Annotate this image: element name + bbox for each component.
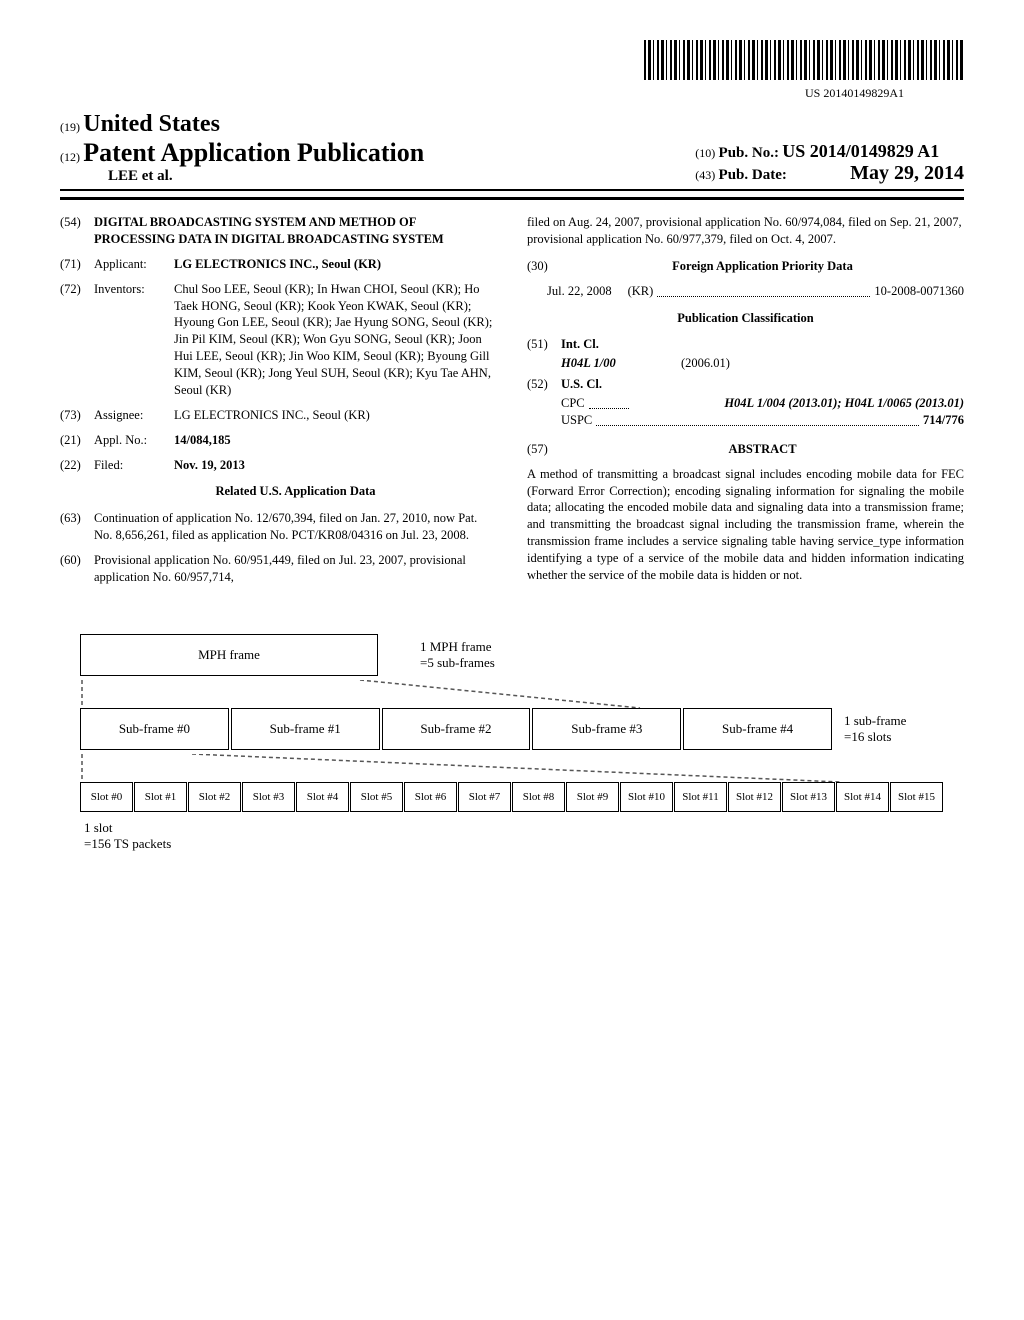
uspc-label: USPC <box>561 412 592 429</box>
foreign-priority-title: Foreign Application Priority Data <box>561 258 964 275</box>
invention-title: DIGITAL BROADCASTING SYSTEM AND METHOD O… <box>94 214 497 248</box>
header: (19) United States (12) Patent Applicati… <box>60 111 964 191</box>
inid-51: (51) <box>527 336 561 353</box>
slot-box: Slot #14 <box>836 782 889 812</box>
left-column: (54) DIGITAL BROADCASTING SYSTEM AND MET… <box>60 214 497 594</box>
assignee-value: LG ELECTRONICS INC., Seoul (KR) <box>174 407 497 424</box>
inid-22: (22) <box>60 457 94 474</box>
author-line: LEE et al. <box>108 168 424 185</box>
connector-lines <box>80 680 944 708</box>
slot-box: Slot #8 <box>512 782 565 812</box>
figure: MPH frame 1 MPH frame =5 sub-frames Sub-… <box>60 634 964 852</box>
filed-value: Nov. 19, 2013 <box>174 457 497 474</box>
inid-21: (21) <box>60 432 94 449</box>
intcl-year: (2006.01) <box>681 355 730 372</box>
applno-label: Appl. No.: <box>94 432 174 449</box>
subframe-box: Sub-frame #0 <box>80 708 229 750</box>
foreign-date: Jul. 22, 2008 <box>547 283 612 300</box>
slot-box: Slot #0 <box>80 782 133 812</box>
inid-43: (43) <box>695 168 715 182</box>
slot-row: Slot #0Slot #1Slot #2Slot #3Slot #4Slot … <box>80 782 944 812</box>
cpc-value: H04L 1/004 (2013.01); H04L 1/0065 (2013.… <box>724 396 964 410</box>
provisional-text: Provisional application No. 60/951,449, … <box>94 552 497 586</box>
subframe-note: 1 sub-frame =16 slots <box>844 713 944 745</box>
slot-box: Slot #15 <box>890 782 943 812</box>
inid-73: (73) <box>60 407 94 424</box>
intcl-code: H04L 1/00 <box>561 356 616 370</box>
mph-frame-note: 1 MPH frame =5 sub-frames <box>420 639 520 671</box>
slot-box: Slot #13 <box>782 782 835 812</box>
subframe-box: Sub-frame #2 <box>382 708 531 750</box>
uspc-value: 714/776 <box>923 413 964 427</box>
cpc-label: CPC <box>561 395 585 412</box>
inid-19: (19) <box>60 120 80 134</box>
abstract-text: A method of transmitting a broadcast sig… <box>527 466 964 584</box>
country: United States <box>83 111 220 137</box>
slot-box: Slot #7 <box>458 782 511 812</box>
continuation-right: filed on Aug. 24, 2007, provisional appl… <box>527 214 964 248</box>
dotted-leader <box>589 408 629 409</box>
slot-box: Slot #2 <box>188 782 241 812</box>
inventors-value: Chul Soo LEE, Seoul (KR); In Hwan CHOI, … <box>174 281 497 399</box>
applno-value: 14/084,185 <box>174 432 497 449</box>
pub-no-label: Pub. No.: <box>719 145 779 161</box>
pub-date: May 29, 2014 <box>850 162 964 184</box>
subframe-box: Sub-frame #3 <box>532 708 681 750</box>
continuation-text: Continuation of application No. 12/670,3… <box>94 510 497 544</box>
right-column: filed on Aug. 24, 2007, provisional appl… <box>527 214 964 594</box>
connector-lines-2 <box>80 754 944 782</box>
inid-72: (72) <box>60 281 94 399</box>
inventors-label: Inventors: <box>94 281 174 399</box>
slot-box: Slot #3 <box>242 782 295 812</box>
divider <box>60 197 964 200</box>
inid-30: (30) <box>527 258 561 275</box>
pub-classification-title: Publication Classification <box>527 310 964 327</box>
foreign-country: (KR) <box>628 283 654 300</box>
related-data-title: Related U.S. Application Data <box>94 483 497 500</box>
inid-71: (71) <box>60 256 94 273</box>
abstract-label: ABSTRACT <box>561 441 964 458</box>
inid-63: (63) <box>60 510 94 544</box>
mph-frame-box: MPH frame <box>80 634 378 676</box>
dotted-leader <box>596 425 919 426</box>
assignee-label: Assignee: <box>94 407 174 424</box>
inid-57: (57) <box>527 441 561 458</box>
filed-label: Filed: <box>94 457 174 474</box>
pub-date-label: Pub. Date: <box>719 167 787 183</box>
slot-box: Slot #4 <box>296 782 349 812</box>
slot-box: Slot #6 <box>404 782 457 812</box>
slot-box: Slot #1 <box>134 782 187 812</box>
barcode-area: US 20140149829A1 <box>60 40 964 101</box>
inid-52: (52) <box>527 376 561 393</box>
slot-box: Slot #10 <box>620 782 673 812</box>
applicant-label: Applicant: <box>94 256 174 273</box>
inid-54: (54) <box>60 214 94 248</box>
slot-note: 1 slot =156 TS packets <box>84 820 944 852</box>
dotted-leader <box>657 296 870 297</box>
intcl-label: Int. Cl. <box>561 337 599 351</box>
slot-box: Slot #11 <box>674 782 727 812</box>
foreign-appno: 10-2008-0071360 <box>874 283 964 300</box>
slot-box: Slot #5 <box>350 782 403 812</box>
pub-no: US 2014/0149829 A1 <box>782 141 939 161</box>
slot-box: Slot #9 <box>566 782 619 812</box>
publication-type: Patent Application Publication <box>83 138 424 167</box>
subframe-box: Sub-frame #1 <box>231 708 380 750</box>
subframe-row: Sub-frame #0Sub-frame #1Sub-frame #2Sub-… <box>80 708 944 750</box>
slot-box: Slot #12 <box>728 782 781 812</box>
barcode <box>644 40 964 80</box>
body-columns: (54) DIGITAL BROADCASTING SYSTEM AND MET… <box>60 214 964 594</box>
uscl-label: U.S. Cl. <box>561 377 602 391</box>
inid-10: (10) <box>695 146 715 160</box>
inid-60: (60) <box>60 552 94 586</box>
barcode-number: US 20140149829A1 <box>60 86 904 101</box>
subframe-box: Sub-frame #4 <box>683 708 832 750</box>
applicant-value: LG ELECTRONICS INC., Seoul (KR) <box>174 256 497 273</box>
inid-12: (12) <box>60 150 80 164</box>
